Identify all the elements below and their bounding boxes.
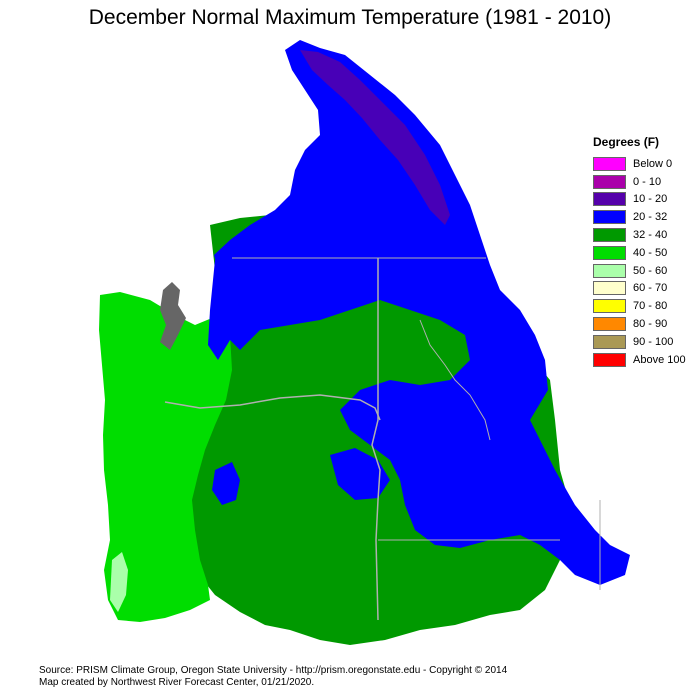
legend-swatch — [593, 317, 626, 332]
or-id-boundary — [371, 258, 381, 621]
legend-item: Above 100 — [593, 351, 700, 369]
legend-swatch — [593, 281, 626, 296]
legend-item: 60 - 70 — [593, 280, 700, 298]
legend: Degrees (F) Below 0 0 - 10 10 - 20 20 - … — [593, 135, 700, 369]
legend-label: 32 - 40 — [633, 229, 668, 242]
legend-item: 10 - 20 — [593, 191, 700, 209]
legend-item: 40 - 50 — [593, 244, 700, 262]
mountain-zone — [214, 40, 630, 585]
map-title: December Normal Maximum Temperature (198… — [88, 6, 612, 29]
southern-cascade-patch — [212, 462, 240, 505]
legend-item: 80 - 90 — [593, 315, 700, 333]
warm-coast-zone — [110, 552, 128, 612]
blue-mountains-patch — [330, 448, 390, 500]
legend-label: Above 100 — [633, 353, 686, 366]
source-line: Source: PRISM Climate Group, Oregon Stat… — [39, 665, 508, 676]
legend-label: 20 - 32 — [633, 211, 668, 224]
legend-item: 0 - 10 — [593, 173, 700, 191]
legend-swatch — [593, 228, 626, 243]
high-peaks-zone — [300, 50, 450, 225]
legend-swatch — [593, 192, 626, 207]
credit-line: Map created by Northwest River Forecast … — [39, 677, 315, 688]
legend-swatch — [593, 156, 626, 171]
legend-label: Below 0 — [633, 157, 673, 170]
legend-title: Degrees (F) — [593, 135, 660, 149]
legend-item: 20 - 32 — [593, 208, 700, 226]
puget-sound-water — [160, 282, 186, 350]
legend-label: 60 - 70 — [633, 282, 668, 295]
legend-label: 10 - 20 — [633, 193, 668, 206]
cascades-zone — [208, 250, 240, 360]
id-mt-boundary — [419, 319, 491, 441]
legend-label: 50 - 60 — [633, 264, 668, 277]
source-credits: Source: PRISM Climate Group, Oregon Stat… — [39, 665, 507, 689]
legend-label: 70 - 80 — [633, 300, 668, 313]
legend-swatch — [593, 352, 626, 367]
legend-item: Below 0 — [593, 155, 700, 173]
legend-label: 80 - 90 — [633, 318, 668, 331]
legend-item: 50 - 60 — [593, 262, 700, 280]
legend-swatch — [593, 174, 626, 189]
legend-swatch — [593, 263, 626, 278]
legend-item: 90 - 100 — [593, 333, 700, 351]
legend-item: 70 - 80 — [593, 297, 700, 315]
legend-label: 40 - 50 — [633, 246, 668, 259]
legend-label: 90 - 100 — [633, 335, 674, 348]
legend-swatch — [593, 210, 626, 225]
legend-swatch — [593, 334, 626, 349]
legend-label: 0 - 10 — [633, 175, 662, 188]
legend-swatch — [593, 299, 626, 314]
wa-or-boundary — [164, 394, 381, 421]
coastal-zone — [99, 292, 232, 622]
legend-item: 32 - 40 — [593, 226, 700, 244]
legend-swatch — [593, 245, 626, 260]
